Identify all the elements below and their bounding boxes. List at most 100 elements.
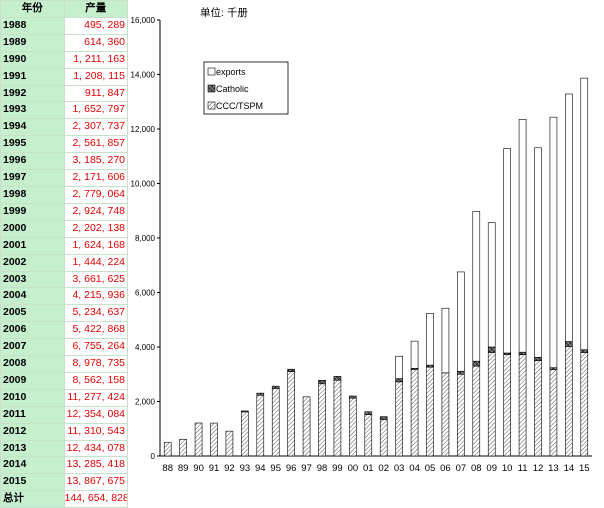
- output-cell: 1, 444, 224: [63, 253, 128, 272]
- x-tick-label: 96: [286, 463, 297, 474]
- legend-label: Catholic: [216, 84, 249, 94]
- year-cell: 1997: [0, 169, 65, 187]
- output-cell: 6, 755, 264: [63, 338, 128, 357]
- bar-ccctspm-14: [565, 346, 573, 457]
- bar-ccctspm-95: [271, 388, 280, 457]
- x-tick-label: 03: [394, 463, 405, 474]
- x-tick-label: 11: [518, 463, 528, 474]
- x-tick-label: 05: [425, 463, 436, 474]
- year-cell: 2004: [0, 287, 65, 306]
- output-cell: 1, 624, 168: [63, 236, 128, 255]
- bar-ccctspm-00: [349, 397, 357, 457]
- bar-exports-09: [487, 222, 496, 348]
- header-output: 产量: [63, 0, 128, 18]
- x-axis: 88 89 90 91 92 93 94 95 96 97 98 99 00 01 02 03 04 05 06 07…: [160, 455, 592, 474]
- legend-box: [203, 61, 289, 115]
- x-tick-label: 95: [270, 463, 281, 474]
- year-cell: 1994: [0, 118, 65, 137]
- table-row: 2001 1, 624, 168: [0, 236, 128, 255]
- unit-label: 单位: 千册: [200, 6, 248, 19]
- legend-swatch: [207, 84, 216, 93]
- output-cell: 1, 208, 115: [63, 67, 128, 86]
- bar-exports-12: [534, 147, 542, 358]
- table-row: 2003 3, 661, 625: [0, 270, 128, 289]
- table-row: 2004 4, 215, 936: [0, 287, 128, 306]
- year-cell: 2002: [0, 253, 65, 272]
- year-cell: 2014: [0, 456, 65, 475]
- table-row: 2015 13, 867, 675: [0, 473, 128, 492]
- output-cell: 2, 561, 857: [63, 135, 128, 154]
- bar-exports-03: [395, 355, 403, 379]
- legend-label: CCC/TSPM: [216, 101, 263, 111]
- y-axis: 0 2,000 4,000 6,000 8,000 10,000 12,000 14,000 1…: [131, 16, 161, 461]
- bar-ccctspm-88: [163, 442, 172, 457]
- table-row: 2011 12, 354, 084: [0, 405, 128, 424]
- output-cell: 8, 562, 158: [63, 371, 128, 390]
- bar-catholic-01: [364, 411, 373, 415]
- bar-exports-15: [580, 77, 589, 351]
- x-tick-label: 89: [178, 463, 189, 474]
- table-row: 1988 495, 289: [0, 16, 128, 35]
- table-row: 2008 8, 978, 735: [0, 355, 128, 373]
- table-row: 2002 1, 444, 224: [0, 253, 128, 272]
- bar-ccctspm-99: [333, 379, 342, 457]
- y-tick-label: 16,000: [131, 16, 156, 25]
- bar-exports-11: [518, 119, 527, 353]
- table-row: 2010 11, 277, 424: [0, 388, 128, 407]
- total-label: 总计: [0, 490, 65, 508]
- total-row: 总计 144, 654, 828: [0, 490, 128, 508]
- output-cell: 3, 661, 625: [63, 270, 128, 289]
- stacked-bar-chart: 单位: 千册 0 2,000 4,000 6,000 8,000 10,000 12,000…: [131, 6, 592, 474]
- output-cell: 2, 779, 064: [63, 185, 128, 204]
- y-tick-label: 12,000: [131, 125, 156, 134]
- y-tick-label: 4,000: [135, 343, 156, 352]
- bar-ccctspm-08: [472, 365, 481, 457]
- legend-swatch: [207, 101, 216, 110]
- bar-ccctspm-04: [410, 369, 419, 457]
- table-row: 2013 12, 434, 078: [0, 439, 128, 458]
- output-cell: 1, 652, 797: [63, 101, 128, 120]
- x-tick-label: 94: [255, 463, 266, 474]
- table-row: 2014 13, 285, 418: [0, 456, 128, 475]
- x-tick-label: 02: [378, 463, 389, 474]
- year-cell: 2010: [0, 388, 65, 407]
- bar-exports-14: [565, 93, 573, 342]
- output-cell: 4, 215, 936: [63, 287, 128, 306]
- output-cell: 2, 202, 138: [63, 219, 128, 238]
- bar-catholic-07: [457, 370, 465, 375]
- bar-exports-07: [457, 271, 465, 372]
- table-row: 1999 2, 924, 748: [0, 202, 128, 221]
- output-cell: 2, 924, 748: [63, 202, 128, 221]
- table-header-row: 年份 产量: [0, 0, 128, 18]
- bar-catholic-94: [256, 392, 265, 396]
- bar-exports-13: [549, 116, 558, 369]
- table-row: 2000 2, 202, 138: [0, 219, 128, 238]
- x-tick-label: 97: [301, 463, 312, 474]
- year-cell: 1992: [0, 84, 65, 103]
- bar-ccctspm-90: [194, 422, 203, 457]
- year-cell: 2001: [0, 236, 65, 255]
- x-tick-label: 91: [209, 463, 220, 474]
- bar-ccctspm-11: [518, 354, 527, 457]
- bar-catholic-14: [565, 341, 573, 347]
- output-cell: 2, 171, 606: [63, 169, 128, 187]
- output-cell: 13, 867, 675: [63, 473, 128, 492]
- bar-exports-04: [410, 340, 419, 369]
- bar-catholic-12: [534, 357, 542, 361]
- year-cell: 2006: [0, 321, 65, 340]
- output-cell: 8, 978, 735: [63, 355, 128, 373]
- bar-catholic-11: [518, 351, 527, 355]
- bar-ccctspm-89: [179, 438, 187, 457]
- y-tick-label: 8,000: [135, 234, 156, 243]
- bar-ccctspm-94: [256, 394, 265, 457]
- x-tick-label: 92: [224, 463, 235, 474]
- y-tick-label: 2,000: [135, 398, 156, 407]
- year-cell: 1995: [0, 135, 65, 154]
- bar-catholic-99: [333, 375, 342, 381]
- year-cell: 1990: [0, 50, 65, 69]
- table-row: 1997 2, 171, 606: [0, 169, 128, 187]
- bar-ccctspm-15: [580, 352, 589, 457]
- bar-ccctspm-07: [457, 373, 465, 457]
- year-cell: 1991: [0, 67, 65, 86]
- year-cell: 2011: [0, 405, 65, 424]
